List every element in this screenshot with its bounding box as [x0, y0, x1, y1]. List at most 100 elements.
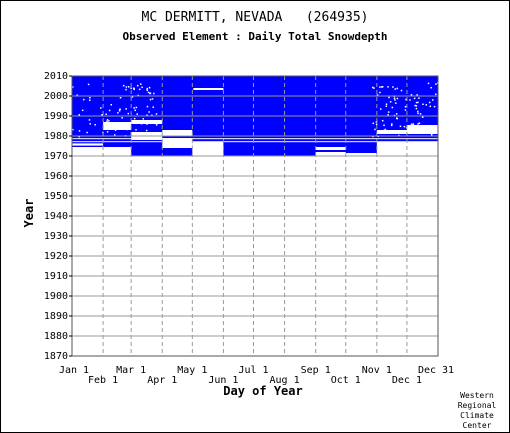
missing-value-speck	[140, 122, 143, 125]
missing-value-speck	[380, 86, 383, 88]
missing-value-speck	[383, 129, 385, 132]
missing-value-speck	[387, 111, 390, 113]
missing-value-speck	[78, 114, 81, 116]
missing-value-speck	[108, 120, 110, 122]
missing-value-speck	[391, 106, 394, 109]
missing-value-speck	[94, 123, 96, 126]
missing-value-speck	[119, 97, 122, 99]
missing-value-speck	[117, 112, 119, 114]
x-tick-label: Nov 1	[362, 365, 392, 376]
missing-value-speck	[422, 103, 424, 106]
missing-value-speck	[149, 92, 151, 95]
missing-value-speck	[383, 124, 385, 127]
missing-value-speck	[125, 86, 128, 88]
missing-value-speck	[134, 109, 136, 112]
x-axis-label: Day of Year	[223, 384, 302, 398]
missing-value-speck	[138, 88, 141, 91]
x-tick-label: Dec 31	[418, 365, 454, 376]
missing-value-speck	[392, 86, 394, 88]
missing-value-speck	[152, 106, 154, 108]
missing-value-speck	[391, 123, 393, 125]
x-tick-label: Mar 1	[116, 365, 146, 376]
missing-value-speck	[416, 94, 418, 96]
x-axis: Jan 1 Mar 1 May 1 Jul 1 Sep 1 Nov 1 Dec 31 Feb …	[59, 365, 454, 386]
missing-value-speck	[78, 135, 80, 138]
y-axis-label: Year	[22, 199, 36, 228]
missing-value-speck	[133, 117, 136, 120]
missing-value-speck	[394, 99, 396, 101]
missing-value-speck	[146, 114, 148, 116]
x-tick-label: Jan 1	[59, 365, 89, 376]
x-tick-label: Sep 1	[301, 365, 331, 376]
y-tick-label: 1900	[44, 291, 68, 302]
y-tick-label: 1870	[44, 351, 68, 362]
y-tick-label: 1920	[44, 251, 68, 262]
missing-value-speck	[417, 123, 419, 125]
missing-value-speck	[409, 99, 411, 101]
missing-value-speck	[390, 124, 393, 127]
missing-value-speck	[136, 113, 138, 115]
missing-year-span	[72, 141, 438, 143]
missing-value-speck	[125, 108, 127, 110]
missing-value-speck	[404, 105, 407, 108]
missing-value-speck	[126, 128, 128, 131]
missing-data-block	[376, 142, 438, 156]
missing-value-speck	[137, 94, 139, 97]
missing-value-speck	[415, 105, 418, 107]
missing-value-speck	[147, 91, 150, 94]
missing-value-speck	[146, 87, 149, 90]
missing-data-block	[72, 147, 132, 156]
missing-value-speck	[396, 87, 399, 90]
missing-data-block	[345, 153, 377, 156]
missing-data-block	[376, 130, 438, 134]
missing-value-speck	[372, 86, 374, 89]
missing-data-block	[315, 152, 346, 156]
missing-value-speck	[417, 112, 419, 115]
missing-value-speck	[387, 86, 389, 88]
missing-value-speck	[146, 123, 148, 125]
missing-value-speck	[399, 125, 402, 128]
missing-value-speck	[155, 113, 158, 115]
missing-data-block	[192, 142, 224, 156]
missing-value-speck	[381, 131, 384, 134]
missing-data-block	[72, 143, 104, 146]
missing-value-speck	[375, 123, 378, 126]
missing-value-speck	[89, 99, 91, 102]
missing-value-speck	[424, 130, 427, 132]
missing-value-speck	[374, 128, 376, 131]
missing-value-speck	[376, 94, 379, 96]
missing-value-speck	[89, 96, 91, 99]
y-tick-label: 2010	[44, 71, 68, 82]
missing-data-block	[406, 125, 438, 130]
missing-value-speck	[81, 109, 84, 112]
missing-value-speck	[410, 123, 413, 126]
x-tick-label: Dec 1	[392, 375, 422, 386]
missing-value-speck	[415, 101, 418, 104]
missing-value-speck	[415, 107, 418, 110]
missing-value-speck	[122, 84, 125, 87]
missing-value-speck	[418, 97, 420, 99]
missing-value-speck	[381, 119, 384, 122]
missing-value-speck	[130, 87, 132, 90]
missing-value-speck	[403, 125, 406, 128]
missing-value-speck	[153, 92, 155, 95]
missing-value-speck	[119, 108, 121, 111]
missing-value-speck	[433, 105, 436, 108]
missing-value-speck	[410, 94, 413, 96]
missing-value-speck	[372, 122, 375, 125]
missing-value-speck	[417, 110, 419, 113]
missing-data-block	[162, 138, 193, 148]
missing-value-speck	[385, 105, 388, 108]
x-tick-label: Oct 1	[331, 375, 361, 386]
missing-data-block	[162, 130, 193, 136]
missing-value-speck	[146, 89, 148, 91]
missing-value-speck	[72, 128, 74, 131]
missing-value-speck	[148, 133, 151, 135]
missing-value-speck	[379, 86, 381, 88]
credit-text: Western Regional Climate Center	[458, 391, 497, 430]
y-tick-label: 1910	[44, 271, 68, 282]
missing-value-speck	[127, 86, 130, 88]
y-tick-label: 1950	[44, 191, 68, 202]
missing-value-speck	[155, 124, 158, 126]
x-tick-label: Jul 1	[238, 365, 268, 376]
